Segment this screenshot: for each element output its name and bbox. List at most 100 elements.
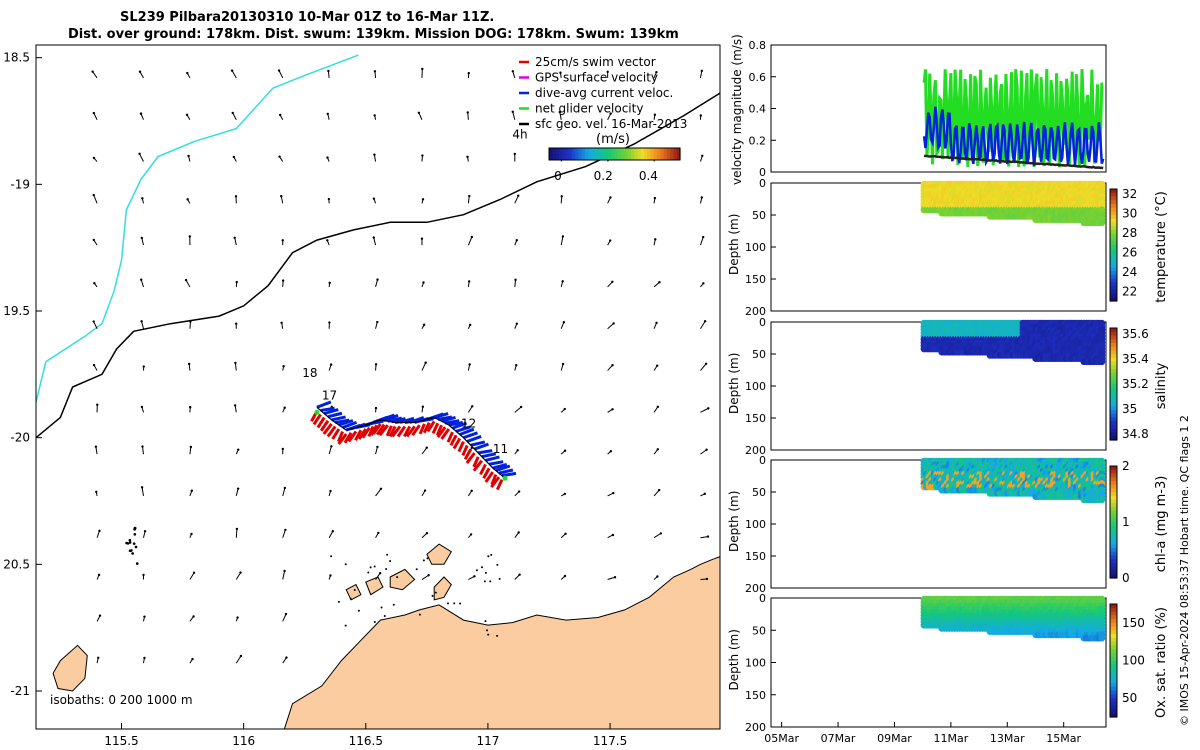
salinity-colorbar-cell xyxy=(1110,361,1117,366)
current-vector-head xyxy=(422,323,426,326)
temperature-colorbar-cell xyxy=(1110,267,1117,272)
current-vector-head xyxy=(470,235,474,239)
current-vector xyxy=(421,574,429,580)
current-vector-head xyxy=(185,113,189,117)
current-vector-head xyxy=(376,278,379,281)
dive-avg-vector xyxy=(383,413,399,422)
isobath-0m-line xyxy=(36,54,359,403)
current-vector-head xyxy=(278,113,282,117)
salinity-colorbar-cell xyxy=(1110,425,1117,430)
velocity-series-line xyxy=(923,154,1104,170)
current-vector-head xyxy=(613,576,617,579)
current-vector xyxy=(282,570,286,580)
temperature-colorbar-cell xyxy=(1110,203,1117,209)
current-vector-head xyxy=(95,490,98,494)
salinity-colorbar-cell xyxy=(1110,342,1117,348)
islet xyxy=(487,633,490,636)
dive-avg-vector xyxy=(495,464,511,473)
current-vector-head xyxy=(188,405,192,409)
salinity-colorbar-cell xyxy=(1110,432,1117,437)
current-vector-head xyxy=(230,69,234,72)
chla-colorbar-cell xyxy=(1110,507,1117,512)
islet xyxy=(392,603,395,606)
salinity-colorbar-cell xyxy=(1110,339,1117,344)
track-label: 18 xyxy=(302,366,317,380)
current-vector-head xyxy=(280,321,283,324)
oxygen-colorbar-cell xyxy=(1110,615,1117,620)
map-ytick-label: 19.5 xyxy=(3,304,30,318)
swim-vector xyxy=(490,476,501,489)
oxygen-colorbar-cell xyxy=(1110,698,1117,703)
current-vector xyxy=(328,530,334,538)
temperature-colorbar-cell xyxy=(1110,226,1117,231)
chla-ytick-label: 0 xyxy=(759,454,766,467)
dive-avg-vector xyxy=(335,418,350,424)
current-vector-head xyxy=(239,654,243,658)
temperature-colorbar-border xyxy=(1109,188,1118,302)
current-vector-head xyxy=(283,486,287,490)
temperature-colorbar-cell xyxy=(1110,263,1117,268)
islet xyxy=(490,553,493,556)
oxygen-colorbar-cell xyxy=(1110,604,1117,609)
current-vector-head xyxy=(515,239,518,242)
current-vector-head xyxy=(609,239,612,242)
current-vector-head xyxy=(374,363,378,366)
current-vector-head xyxy=(191,657,194,661)
temperature-colorbar-cell xyxy=(1110,271,1117,276)
colorbar-cell xyxy=(555,148,560,160)
dive-avg-vector xyxy=(316,400,332,409)
islet xyxy=(344,563,347,566)
island-0 xyxy=(52,644,88,692)
current-vector-head xyxy=(611,280,614,283)
current-vector-head xyxy=(138,152,141,156)
current-vector-head xyxy=(235,527,239,531)
dive-avg-vector xyxy=(342,420,358,429)
current-vector-head xyxy=(518,573,521,576)
current-vector-head xyxy=(143,615,146,618)
chla-colorbar-cell xyxy=(1110,499,1117,504)
current-vector-head xyxy=(97,656,100,659)
current-vector-head xyxy=(192,571,196,574)
colorbar-cell xyxy=(637,148,642,160)
current-vector-head xyxy=(92,238,96,242)
current-vector-head xyxy=(327,197,331,201)
dive-avg-vector xyxy=(399,416,415,424)
track-label: 4h xyxy=(512,128,527,142)
current-vector-head xyxy=(425,446,428,449)
current-vector-head xyxy=(703,320,707,323)
time-xtick-label: 09Mar xyxy=(877,732,912,745)
islet xyxy=(434,591,437,594)
oxygen-ytick-label: 150 xyxy=(745,689,766,702)
chla-ytick-label: 100 xyxy=(745,518,766,531)
dive-avg-vector xyxy=(459,427,475,436)
colorbar-cell xyxy=(578,148,583,160)
current-vector-head xyxy=(92,156,96,160)
oxygen-colorbar-cell xyxy=(1110,664,1117,669)
current-vector xyxy=(235,528,238,538)
colorbar-cell xyxy=(571,148,576,160)
chla-colorbar-cell xyxy=(1110,533,1117,538)
current-vector-head xyxy=(192,615,195,618)
colorbar-cell xyxy=(634,148,639,160)
track-label: 12 xyxy=(461,417,476,431)
temperature-ylabel: Depth (m) xyxy=(727,214,741,275)
swim-vector xyxy=(461,444,469,457)
current-vector-head xyxy=(515,322,519,325)
swim-vector xyxy=(426,420,436,433)
chla-colorbar-cell xyxy=(1110,488,1117,493)
current-vector xyxy=(514,195,519,204)
current-vector-head xyxy=(141,445,144,448)
swim-vector xyxy=(446,431,454,443)
colorbar-cell xyxy=(581,148,586,160)
current-vector xyxy=(700,449,707,455)
current-vector-head xyxy=(656,405,660,409)
dive-avg-vector xyxy=(320,406,335,412)
current-vector-head xyxy=(236,487,240,490)
islet xyxy=(396,576,399,579)
oxygen-colorbar-cell xyxy=(1110,630,1117,635)
current-vector-head xyxy=(420,237,424,240)
colorbar-cell xyxy=(650,148,655,160)
swim-vector xyxy=(396,425,407,438)
current-vector-head xyxy=(142,365,145,368)
current-vector-head xyxy=(513,152,516,156)
